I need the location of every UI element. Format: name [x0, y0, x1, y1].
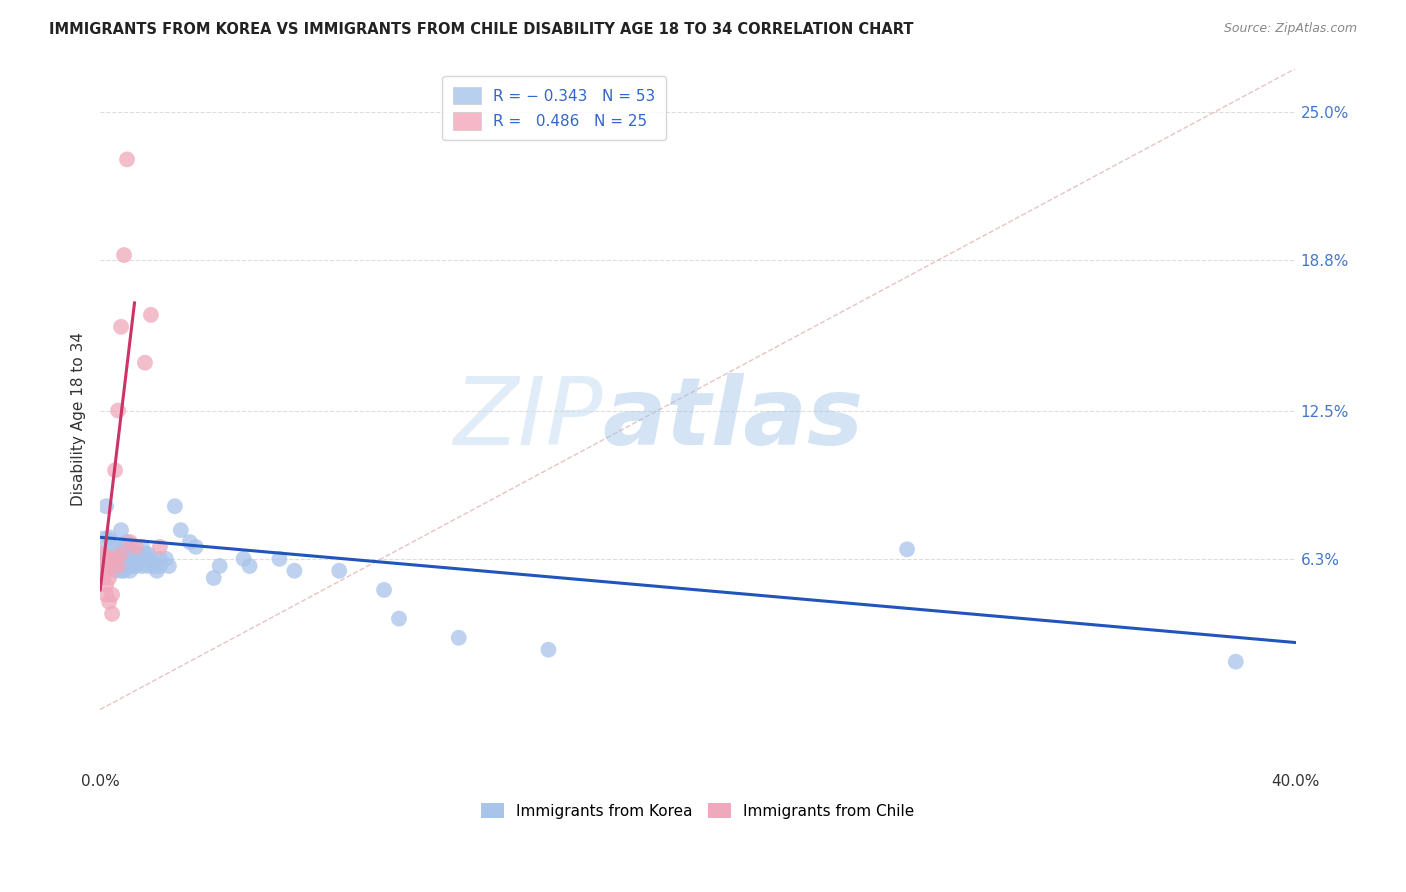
Point: [107, 559, 129, 574]
Point: [149, 551, 172, 566]
Point: [101, 607, 124, 621]
Point: [170, 523, 193, 537]
Point: [118, 540, 141, 554]
Point: [107, 403, 129, 417]
Point: [122, 547, 145, 561]
Point: [91, 542, 114, 557]
Point: [283, 564, 305, 578]
Point: [131, 559, 153, 574]
Point: [139, 551, 162, 566]
Point: [139, 308, 162, 322]
Point: [101, 559, 124, 574]
Point: [142, 559, 165, 574]
Point: [122, 554, 145, 568]
Point: [136, 559, 159, 574]
Point: [107, 559, 129, 574]
Point: [115, 559, 138, 574]
Point: [202, 571, 225, 585]
Point: [104, 463, 127, 477]
Point: [115, 547, 138, 561]
Point: [98, 571, 121, 585]
Point: [91, 571, 114, 585]
Point: [125, 547, 148, 561]
Text: Source: ZipAtlas.com: Source: ZipAtlas.com: [1223, 22, 1357, 36]
Point: [149, 559, 172, 574]
Point: [110, 554, 132, 568]
Point: [110, 547, 132, 561]
Y-axis label: Disability Age 18 to 34: Disability Age 18 to 34: [72, 332, 86, 506]
Text: ZIP: ZIP: [453, 374, 602, 465]
Point: [125, 540, 148, 554]
Point: [112, 248, 135, 262]
Point: [110, 523, 132, 537]
Point: [134, 356, 156, 370]
Point: [101, 540, 124, 554]
Point: [1225, 655, 1247, 669]
Point: [101, 588, 124, 602]
Point: [149, 540, 172, 554]
Point: [163, 500, 186, 514]
Point: [122, 559, 145, 574]
Point: [896, 542, 918, 557]
Point: [269, 551, 291, 566]
Point: [146, 564, 169, 578]
Point: [91, 547, 114, 561]
Point: [98, 530, 121, 544]
Point: [104, 564, 127, 578]
Point: [136, 547, 159, 561]
Point: [115, 153, 138, 167]
Point: [128, 551, 150, 566]
Point: [98, 595, 121, 609]
Point: [112, 540, 135, 554]
Point: [118, 535, 141, 549]
Text: atlas: atlas: [602, 373, 863, 465]
Point: [134, 547, 156, 561]
Point: [110, 564, 132, 578]
Point: [238, 559, 260, 574]
Point: [208, 559, 231, 574]
Point: [447, 631, 470, 645]
Point: [98, 551, 121, 566]
Point: [232, 551, 254, 566]
Point: [112, 551, 135, 566]
Point: [388, 612, 411, 626]
Point: [115, 535, 138, 549]
Legend: Immigrants from Korea, Immigrants from Chile: Immigrants from Korea, Immigrants from C…: [475, 797, 921, 825]
Point: [104, 551, 127, 566]
Point: [94, 500, 117, 514]
Point: [91, 559, 114, 574]
Point: [179, 535, 201, 549]
Point: [104, 551, 127, 566]
Point: [184, 540, 207, 554]
Point: [328, 564, 350, 578]
Point: [118, 564, 141, 578]
Point: [94, 564, 117, 578]
Point: [131, 540, 153, 554]
Point: [125, 559, 148, 574]
Point: [110, 319, 132, 334]
Text: IMMIGRANTS FROM KOREA VS IMMIGRANTS FROM CHILE DISABILITY AGE 18 TO 34 CORRELATI: IMMIGRANTS FROM KOREA VS IMMIGRANTS FROM…: [49, 22, 914, 37]
Point: [537, 642, 560, 657]
Point: [373, 582, 395, 597]
Point: [94, 588, 117, 602]
Point: [118, 551, 141, 566]
Point: [112, 564, 135, 578]
Point: [94, 578, 117, 592]
Point: [157, 559, 180, 574]
Point: [155, 551, 177, 566]
